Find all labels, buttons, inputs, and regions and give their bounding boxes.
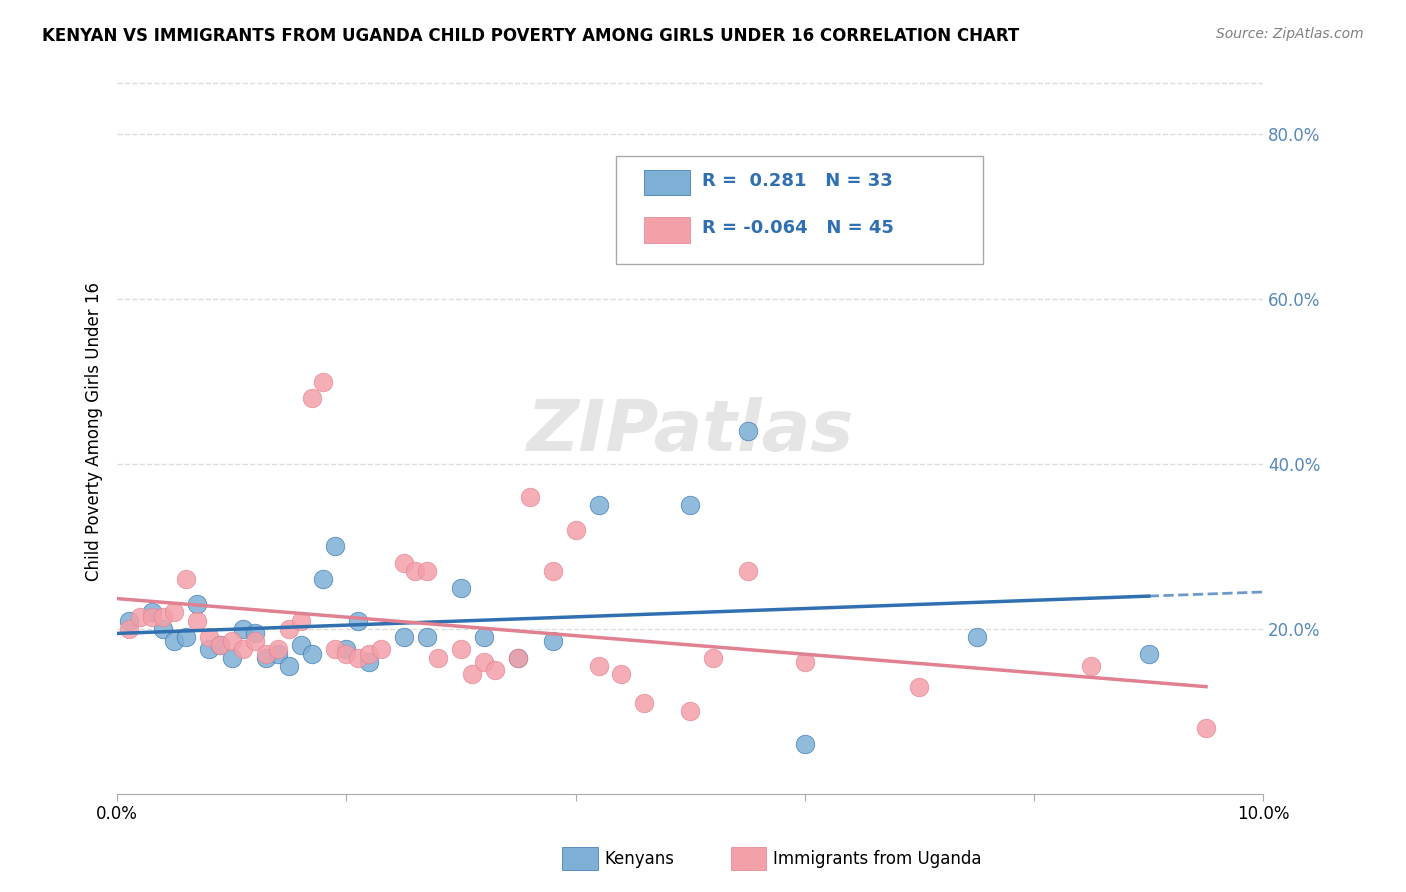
- Point: [312, 375, 335, 389]
- Point: [301, 391, 323, 405]
- Point: [484, 663, 506, 677]
- Point: [152, 609, 174, 624]
- Point: [508, 650, 530, 665]
- Point: [908, 680, 931, 694]
- Text: Kenyans: Kenyans: [605, 850, 675, 868]
- Point: [737, 424, 759, 438]
- Point: [266, 642, 288, 657]
- Point: [793, 655, 815, 669]
- Point: [129, 609, 152, 624]
- Point: [427, 650, 450, 665]
- Point: [198, 642, 221, 657]
- Point: [610, 667, 633, 681]
- Point: [335, 647, 357, 661]
- Bar: [644, 217, 690, 243]
- Point: [793, 737, 815, 751]
- Point: [209, 638, 232, 652]
- Point: [392, 630, 415, 644]
- Text: R = -0.064   N = 45: R = -0.064 N = 45: [702, 219, 894, 237]
- Point: [209, 638, 232, 652]
- Point: [1080, 659, 1102, 673]
- Point: [323, 642, 346, 657]
- Point: [243, 634, 266, 648]
- Text: KENYAN VS IMMIGRANTS FROM UGANDA CHILD POVERTY AMONG GIRLS UNDER 16 CORRELATION : KENYAN VS IMMIGRANTS FROM UGANDA CHILD P…: [42, 27, 1019, 45]
- Bar: [644, 170, 690, 195]
- Point: [198, 630, 221, 644]
- Point: [232, 642, 254, 657]
- Point: [679, 704, 702, 718]
- Point: [278, 659, 301, 673]
- Text: Source: ZipAtlas.com: Source: ZipAtlas.com: [1216, 27, 1364, 41]
- Point: [347, 650, 370, 665]
- Point: [702, 650, 724, 665]
- Point: [141, 609, 163, 624]
- Point: [254, 647, 277, 661]
- Point: [508, 650, 530, 665]
- Point: [633, 696, 655, 710]
- FancyBboxPatch shape: [616, 155, 983, 264]
- Point: [415, 630, 437, 644]
- Text: R =  0.281   N = 33: R = 0.281 N = 33: [702, 172, 893, 190]
- Point: [163, 634, 186, 648]
- Point: [415, 564, 437, 578]
- Point: [404, 564, 426, 578]
- Point: [221, 650, 243, 665]
- Point: [966, 630, 988, 644]
- Point: [359, 647, 381, 661]
- Point: [335, 642, 357, 657]
- Point: [254, 650, 277, 665]
- Point: [186, 597, 208, 611]
- Point: [359, 655, 381, 669]
- Point: [392, 556, 415, 570]
- Point: [1137, 647, 1160, 661]
- Point: [519, 490, 541, 504]
- Point: [152, 622, 174, 636]
- Point: [301, 647, 323, 661]
- Point: [461, 667, 484, 681]
- Text: ZIPatlas: ZIPatlas: [527, 397, 853, 466]
- Point: [221, 634, 243, 648]
- Point: [541, 564, 564, 578]
- Point: [243, 626, 266, 640]
- Point: [370, 642, 392, 657]
- Point: [232, 622, 254, 636]
- Point: [186, 614, 208, 628]
- Text: Immigrants from Uganda: Immigrants from Uganda: [773, 850, 981, 868]
- Point: [588, 659, 610, 673]
- Point: [450, 642, 472, 657]
- Point: [174, 630, 197, 644]
- Point: [141, 606, 163, 620]
- Point: [174, 573, 197, 587]
- Point: [564, 523, 586, 537]
- Point: [163, 606, 186, 620]
- Point: [347, 614, 370, 628]
- Y-axis label: Child Poverty Among Girls Under 16: Child Poverty Among Girls Under 16: [86, 282, 103, 581]
- Point: [118, 622, 141, 636]
- Point: [290, 614, 312, 628]
- Point: [266, 647, 288, 661]
- Point: [312, 573, 335, 587]
- Point: [679, 498, 702, 512]
- Point: [1195, 721, 1218, 735]
- Point: [541, 634, 564, 648]
- Point: [323, 540, 346, 554]
- Point: [588, 498, 610, 512]
- Point: [472, 655, 495, 669]
- Point: [278, 622, 301, 636]
- Point: [737, 564, 759, 578]
- Point: [290, 638, 312, 652]
- Point: [472, 630, 495, 644]
- Point: [450, 581, 472, 595]
- Point: [118, 614, 141, 628]
